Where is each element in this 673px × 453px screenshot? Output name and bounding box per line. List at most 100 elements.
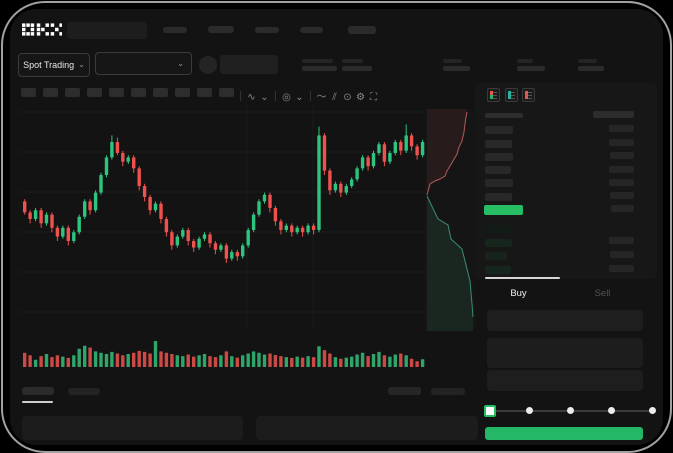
book-bids-icon-bars xyxy=(508,91,511,99)
ticker-stat-value xyxy=(578,66,604,71)
candle-style-icon[interactable]: ∿ xyxy=(247,92,256,103)
ticker-stat-value xyxy=(302,66,337,71)
ticker-stat-value xyxy=(443,66,470,71)
orderbook-amount-row xyxy=(611,204,634,212)
active-tab-indicator xyxy=(485,277,560,279)
ticker-stat-value xyxy=(342,66,372,71)
app-window: Spot Trading ⌄ ⌄ ∿ ⌄ ◎ ⌄ 〜 ⫽ ⊙ ⚙ ⛶ Buy Sell xyxy=(10,9,663,445)
toolbar-button-placeholder[interactable] xyxy=(197,88,212,97)
drawing-tool-icon[interactable]: ⫽ xyxy=(332,92,337,103)
candlestick-chart[interactable] xyxy=(20,104,426,336)
okx-logo xyxy=(22,23,62,36)
orderbook-header-right xyxy=(593,111,634,118)
amount-input[interactable] xyxy=(487,338,643,368)
depth-chart[interactable] xyxy=(425,109,475,331)
nav-item-placeholder[interactable] xyxy=(208,26,234,33)
ask-row[interactable] xyxy=(485,166,511,174)
buy-submit-button[interactable] xyxy=(485,427,643,440)
toolbar-divider xyxy=(310,90,311,101)
pair-title-placeholder xyxy=(220,55,278,74)
orderbook-amount-row xyxy=(610,152,634,159)
orderbook-amount-row xyxy=(609,179,634,186)
book-bids-icon[interactable] xyxy=(505,88,518,102)
price-input[interactable] xyxy=(487,310,643,331)
market-type-label: Spot Trading xyxy=(23,60,75,70)
slider-stop[interactable] xyxy=(607,407,615,414)
toolbar-button-placeholder[interactable] xyxy=(153,88,168,97)
book-asks-icon-lines xyxy=(528,92,532,101)
toolbar-button-placeholder[interactable] xyxy=(219,88,234,97)
orderbook-amount-row xyxy=(609,237,634,244)
toolbar-button-placeholder[interactable] xyxy=(87,88,102,97)
total-input[interactable] xyxy=(487,370,643,391)
volume-chart[interactable] xyxy=(20,337,426,367)
last-price-bar[interactable] xyxy=(484,205,523,215)
search-input[interactable] xyxy=(67,22,147,39)
bottom-tab-indicator xyxy=(22,401,53,403)
compare-icon[interactable]: 〜 xyxy=(316,92,327,103)
toolbar-button-placeholder[interactable] xyxy=(131,88,146,97)
tab-sell-label: Sell xyxy=(594,287,611,299)
ticker-stat-value xyxy=(517,66,545,71)
bid-row[interactable] xyxy=(485,225,513,233)
orderbook-amount-row xyxy=(609,138,634,146)
bid-row[interactable] xyxy=(485,252,507,260)
ask-row[interactable] xyxy=(485,192,512,201)
chevron-down-icon[interactable]: ⌄ xyxy=(260,92,269,103)
bottom-action-2[interactable] xyxy=(431,388,465,395)
slider-handle[interactable] xyxy=(484,405,496,417)
toolbar-button-placeholder[interactable] xyxy=(43,88,58,97)
pair-selector[interactable]: ⌄ xyxy=(95,52,192,75)
tab-sell[interactable]: Sell xyxy=(560,283,645,303)
camera-icon[interactable]: ⊙ xyxy=(343,92,352,103)
book-combined-icon[interactable] xyxy=(487,88,500,102)
tab-buy[interactable]: Buy xyxy=(477,283,560,303)
toolbar-button-placeholder[interactable] xyxy=(65,88,80,97)
book-bids-icon-lines xyxy=(511,92,515,101)
ask-row[interactable] xyxy=(485,126,513,134)
orderbook-amount-row xyxy=(610,192,634,199)
bottom-action-1[interactable] xyxy=(388,387,421,395)
fullscreen-icon[interactable]: ⛶ xyxy=(370,92,377,103)
chevron-down-icon[interactable]: ⌄ xyxy=(295,92,304,103)
nav-item-placeholder[interactable] xyxy=(255,27,279,33)
settings-icon[interactable]: ⚙ xyxy=(356,92,365,103)
nav-item-placeholder[interactable] xyxy=(300,27,323,33)
book-asks-icon[interactable] xyxy=(522,88,535,102)
bid-row[interactable] xyxy=(485,265,511,274)
book-asks-icon-bars xyxy=(525,91,528,99)
orderbook-header-left xyxy=(485,113,523,118)
toolbar-divider xyxy=(275,90,276,101)
chevron-down-icon: ⌄ xyxy=(177,58,184,68)
orderbook-amount-row xyxy=(609,165,634,173)
bid-row[interactable] xyxy=(485,238,512,247)
nav-item-placeholder[interactable] xyxy=(163,27,187,33)
ask-row[interactable] xyxy=(485,179,513,187)
toolbar-button-placeholder[interactable] xyxy=(109,88,124,97)
bottom-tab-history[interactable] xyxy=(68,388,100,395)
toolbar-button-placeholder[interactable] xyxy=(175,88,190,97)
tab-buy-label: Buy xyxy=(510,287,527,299)
amount-slider[interactable] xyxy=(484,403,657,417)
toolbar-divider xyxy=(240,90,241,101)
nav-item-placeholder[interactable] xyxy=(348,26,376,34)
market-type-selector[interactable]: Spot Trading ⌄ xyxy=(18,53,90,77)
slider-stop[interactable] xyxy=(567,407,574,414)
slider-stop[interactable] xyxy=(526,407,534,414)
ticker-stat-label xyxy=(302,59,333,63)
ask-row[interactable] xyxy=(485,139,512,148)
orderbook-amount-row xyxy=(609,125,634,132)
toolbar-button-placeholder[interactable] xyxy=(21,88,36,97)
slider-stop[interactable] xyxy=(648,407,656,414)
orderbook-amount-row xyxy=(609,264,634,272)
chart-toolbar-icons: ∿ ⌄ ◎ ⌄ 〜 ⫽ ⊙ ⚙ ⛶ xyxy=(236,87,380,103)
ticker-stat-label xyxy=(517,59,533,63)
ticker-stat-label xyxy=(342,59,363,63)
indicator-icon[interactable]: ◎ xyxy=(282,92,291,103)
orders-panel-placeholder xyxy=(256,416,478,440)
ask-row[interactable] xyxy=(485,152,513,161)
ticker-stat-label xyxy=(578,59,597,63)
bottom-tab-orders[interactable] xyxy=(22,387,54,395)
chevron-down-icon: ⌄ xyxy=(78,60,85,69)
